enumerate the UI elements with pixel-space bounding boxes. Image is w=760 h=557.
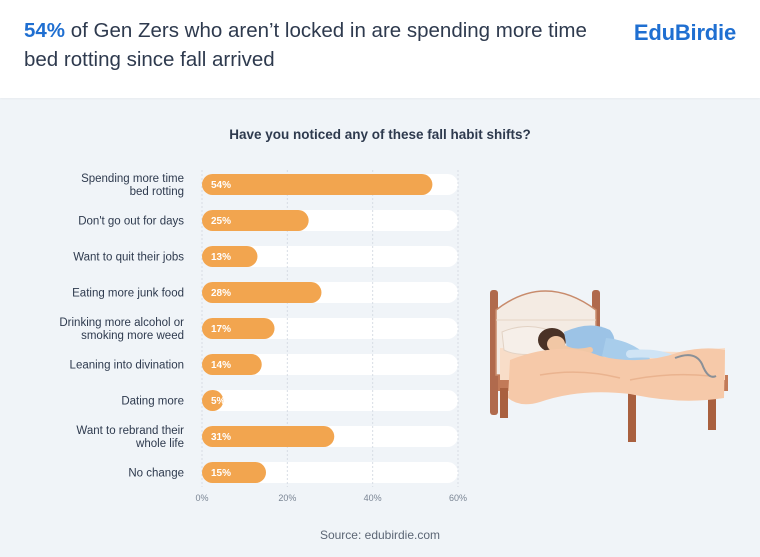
bar-value-label: 13% [211, 252, 231, 263]
bar-value-label: 31% [211, 432, 231, 443]
bar-chart: 0% 20% 40% 60% 54% Spending more time bed rott… [59, 170, 467, 503]
headline: 54% of Gen Zers who aren’t locked in are… [24, 16, 604, 74]
x-tick-label: 20% [278, 493, 296, 503]
category-label: No change [128, 468, 184, 480]
category-label: Drinking more alcohol or smoking more wee… [59, 317, 184, 342]
x-tick-label: 0% [195, 493, 208, 503]
bar-value-label: 17% [211, 324, 231, 335]
bar-value-label: 14% [211, 360, 231, 371]
bar-7 [202, 426, 335, 447]
bar-1 [202, 210, 309, 231]
x-tick-label: 60% [449, 493, 467, 503]
bar-5 [202, 354, 262, 375]
category-label: Spending more time bed rotting [81, 173, 184, 198]
category-label: Dating more [121, 396, 184, 408]
category-label: Want to quit their jobs [73, 252, 184, 264]
bar-track [202, 354, 458, 375]
bar-value-label: 28% [211, 288, 231, 299]
bar-value-label: 5% [211, 396, 226, 407]
bar-3 [202, 282, 322, 303]
bar-value-label: 25% [211, 216, 231, 227]
headline-highlight: 54% [24, 19, 66, 42]
bar-6 [202, 390, 224, 411]
category-label: Want to rebrand their whole life [76, 425, 184, 450]
x-tick-label: 40% [364, 493, 382, 503]
source-note: Source: edubirdie.com [319, 528, 441, 542]
bar-track [202, 462, 458, 483]
bar-2 [202, 246, 258, 267]
category-label: Leaning into divination [70, 360, 184, 372]
bar-track [202, 390, 458, 411]
bar-track [202, 246, 458, 267]
category-label: Eating more junk food [72, 288, 184, 300]
bar-8 [202, 462, 266, 483]
edubirdie-logo[interactable]: EduBirdie [633, 20, 736, 45]
bar-value-label: 15% [211, 468, 231, 479]
bar-0 [202, 174, 433, 195]
bar-value-label: 54% [211, 180, 231, 191]
headline-text: of Gen Zers who aren’t locked in are spe… [24, 19, 587, 71]
category-label: Don't go out for days [78, 216, 184, 228]
person-in-bed-illustration [490, 290, 728, 442]
chart-title: Have you noticed any of these fall habit… [229, 127, 531, 142]
bar-4 [202, 318, 275, 339]
header: 54% of Gen Zers who aren’t locked in are… [0, 0, 760, 98]
